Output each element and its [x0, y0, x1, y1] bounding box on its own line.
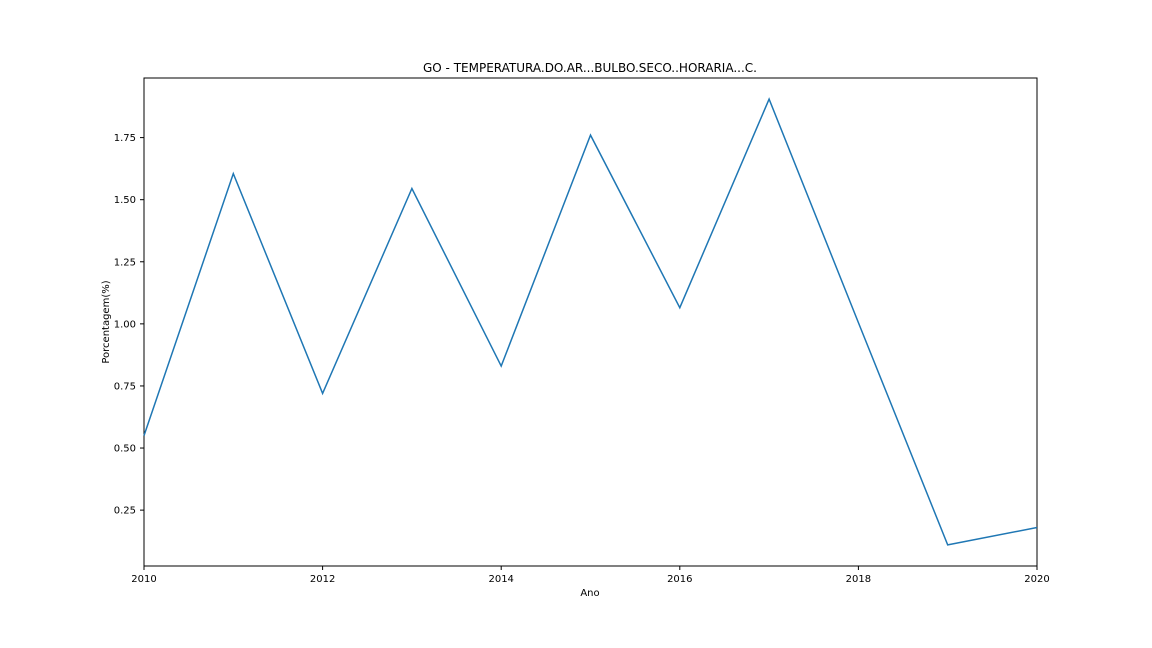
y-tick-label: 0.25 [114, 506, 136, 517]
series-line [143, 97, 1038, 546]
y-tick-label: 1.00 [114, 319, 136, 330]
y-axis-title: Porcentagem(%) [101, 280, 112, 363]
x-axis-title: Ano [580, 588, 599, 599]
y-tick-label: 1.50 [114, 195, 136, 206]
x-tick-label: 2020 [1024, 574, 1049, 585]
y-tick-label: 1.25 [114, 257, 136, 268]
x-tick-label: 2010 [131, 574, 156, 585]
y-tick-label: 1.75 [114, 133, 136, 144]
y-tick-label: 0.50 [114, 444, 136, 455]
x-tick-label: 2012 [310, 574, 335, 585]
x-tick-label: 2018 [846, 574, 871, 585]
x-axis: 2010 2012 2014 2016 2018 2020 [131, 566, 1050, 585]
y-axis: 0.25 0.50 0.75 1.00 1.25 1.50 1.75 [114, 133, 144, 517]
plot-area [143, 77, 1038, 567]
y-tick-label: 0.75 [114, 381, 136, 392]
x-tick-label: 2014 [488, 574, 513, 585]
x-tick-label: 2016 [667, 574, 692, 585]
chart-title: GO - TEMPERATURA.DO.AR...BULBO.SECO..HOR… [423, 61, 757, 75]
